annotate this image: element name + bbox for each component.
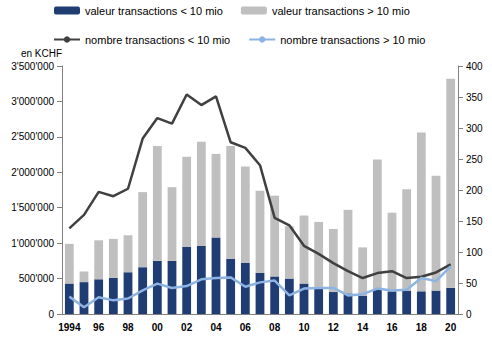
svg-text:16: 16 [386, 322, 398, 333]
svg-text:2'500'000: 2'500'000 [11, 131, 54, 142]
svg-text:20: 20 [445, 322, 457, 333]
svg-text:0: 0 [48, 309, 54, 320]
svg-text:nombre transactions < 10 mio: nombre transactions < 10 mio [85, 34, 230, 46]
svg-text:3'000'000: 3'000'000 [11, 96, 54, 107]
svg-text:300: 300 [466, 123, 483, 134]
svg-text:nombre transactions > 10 mio: nombre transactions > 10 mio [280, 34, 425, 46]
svg-text:2'000'000: 2'000'000 [11, 167, 54, 178]
svg-text:150: 150 [466, 216, 483, 227]
svg-text:10: 10 [298, 322, 310, 333]
svg-text:98: 98 [122, 322, 134, 333]
svg-text:06: 06 [240, 322, 252, 333]
svg-text:1'500'000: 1'500'000 [11, 202, 54, 213]
svg-text:1'000'000: 1'000'000 [11, 238, 54, 249]
svg-text:100: 100 [466, 247, 483, 258]
svg-text:14: 14 [357, 322, 369, 333]
svg-text:50: 50 [466, 278, 478, 289]
svg-text:96: 96 [93, 322, 105, 333]
svg-text:04: 04 [210, 322, 222, 333]
svg-text:08: 08 [269, 322, 281, 333]
svg-text:250: 250 [466, 154, 483, 165]
svg-text:18: 18 [416, 322, 428, 333]
svg-text:02: 02 [181, 322, 193, 333]
svg-text:valeur transactions < 10 mio: valeur transactions < 10 mio [85, 5, 223, 17]
svg-text:00: 00 [152, 322, 164, 333]
svg-text:500'000: 500'000 [19, 273, 55, 284]
svg-text:400: 400 [466, 61, 483, 72]
svg-text:valeur transactions > 10 mio: valeur transactions > 10 mio [272, 5, 410, 17]
svg-text:0: 0 [466, 309, 472, 320]
svg-text:1994: 1994 [58, 322, 81, 333]
svg-text:12: 12 [328, 322, 340, 333]
svg-text:3'500'000: 3'500'000 [11, 61, 54, 72]
svg-text:350: 350 [466, 92, 483, 103]
svg-text:200: 200 [466, 185, 483, 196]
svg-text:en KCHF: en KCHF [21, 48, 62, 59]
